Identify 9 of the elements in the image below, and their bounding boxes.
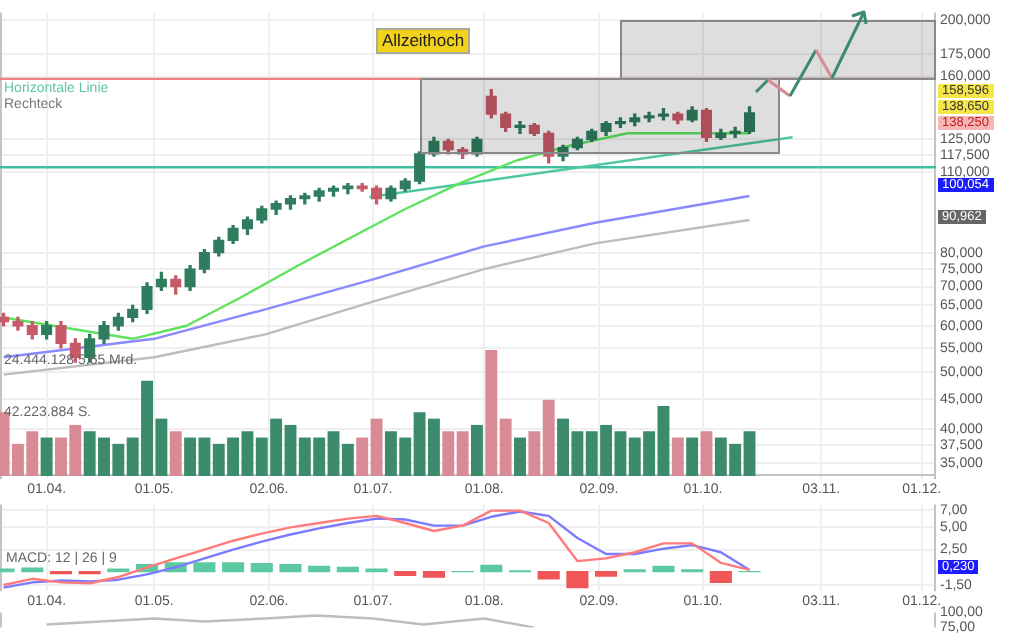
bar	[686, 437, 699, 476]
candlestick	[514, 120, 526, 134]
bar	[514, 437, 526, 476]
bar	[471, 424, 483, 476]
bar	[169, 431, 182, 476]
annotation: Allzeithoch	[376, 28, 471, 54]
bar	[700, 431, 713, 476]
bar	[671, 437, 684, 476]
bar	[40, 437, 53, 476]
